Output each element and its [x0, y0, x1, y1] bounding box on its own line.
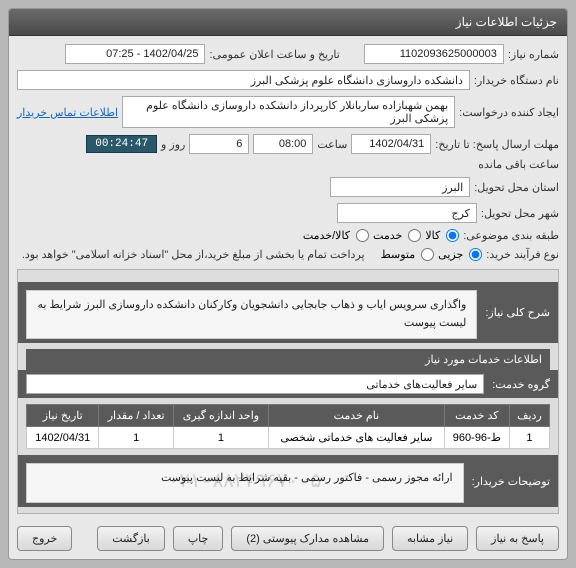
- services-header: اطلاعات خدمات مورد نیاز: [26, 349, 550, 370]
- row-deadline: مهلت ارسال پاسخ: تا تاریخ: 1402/04/31 سا…: [17, 134, 559, 171]
- panel-body: شماره نیاز: 1102093625000003 تاریخ و ساع…: [9, 36, 567, 559]
- radio-both[interactable]: کالا/خدمت: [303, 229, 369, 242]
- row-city: شهر محل تحویل: کرج: [17, 203, 559, 223]
- cell-name-text: سایر فعالیت های خدماتی شخصی: [280, 432, 432, 444]
- radio-khadamat[interactable]: خدمت: [373, 229, 421, 242]
- table-header-row: ردیف کد خدمت نام خدمت واحد اندازه گیری ت…: [27, 405, 550, 427]
- desc-text: واگذاری سرویس ایاب و ذهاب جابجایی دانشجو…: [26, 290, 477, 339]
- row-category: طبقه بندی موضوعی: کالا خدمت کالا/خدمت: [17, 229, 559, 242]
- radio-kala-input[interactable]: [446, 229, 459, 242]
- panel-title: جزئیات اطلاعات نیاز: [9, 9, 567, 36]
- deadline-time: 08:00: [253, 134, 313, 154]
- col-date: تاریخ نیاز: [27, 405, 99, 427]
- col-code: کد خدمت: [444, 405, 509, 427]
- deadline-date: 1402/04/31: [351, 134, 431, 154]
- city-label: شهر محل تحویل:: [481, 207, 559, 220]
- buyer-value: دانشکده داروسازی دانشگاه علوم پزشکی البر…: [17, 70, 470, 90]
- cell-qty: 1: [99, 427, 173, 449]
- group-value: سایر فعالیت‌های خدماتی: [26, 374, 484, 394]
- respond-button[interactable]: پاسخ به نیاز: [476, 526, 559, 551]
- buyer-notes-box: ارائه مجوز رسمی - فاکتور رسمی - بقیه شرا…: [26, 463, 464, 503]
- buyer-notes-label: توضیحات خریدار:: [472, 475, 550, 488]
- cell-unit: 1: [173, 427, 268, 449]
- need-no-label: شماره نیاز:: [508, 48, 559, 61]
- row-buyer: نام دستگاه خریدار: دانشکده داروسازی دانش…: [17, 70, 559, 90]
- cell-code: ط-96-960: [444, 427, 509, 449]
- buyer-notes-block: توضیحات خریدار: ارائه مجوز رسمی - فاکتور…: [26, 455, 550, 507]
- buyer-label: نام دستگاه خریدار:: [474, 74, 559, 87]
- cell-idx: 1: [509, 427, 549, 449]
- col-qty: تعداد / مقدار: [99, 405, 173, 427]
- back-button[interactable]: بازگشت: [97, 526, 165, 551]
- radio-mid[interactable]: متوسط: [381, 248, 435, 261]
- buyer-notes-text: ارائه مجوز رسمی - فاکتور رسمی - بقیه شرا…: [161, 472, 453, 484]
- radio-both-input[interactable]: [356, 229, 369, 242]
- similar-button[interactable]: نیاز مشابه: [392, 526, 468, 551]
- announce-label: تاریخ و ساعت اعلان عمومی:: [209, 48, 339, 61]
- col-name: نام خدمت: [268, 405, 444, 427]
- col-row: ردیف: [509, 405, 549, 427]
- section-description: شرح کلی نیاز: واگذاری سرویس ایاب و ذهاب …: [17, 269, 559, 514]
- row-province: استان محل تحویل: البرز: [17, 177, 559, 197]
- desc-label: شرح کلی نیاز:: [485, 306, 550, 319]
- attachments-button[interactable]: مشاهده مدارک پیوستی (2): [231, 526, 384, 551]
- row-requester: ایجاد کننده درخواست: بهمن شهبازاده ساربا…: [17, 96, 559, 128]
- province-value: البرز: [330, 177, 470, 197]
- city-value: کرج: [337, 203, 477, 223]
- province-label: استان محل تحویل:: [474, 181, 559, 194]
- category-label: طبقه بندی موضوعی:: [463, 229, 559, 242]
- contact-link[interactable]: اطلاعات تماس خریدار: [17, 106, 118, 119]
- radio-mid-label: متوسط: [381, 248, 416, 261]
- print-button[interactable]: چاپ: [173, 526, 224, 551]
- need-no-value: 1102093625000003: [364, 44, 504, 64]
- radio-mid-input[interactable]: [421, 248, 434, 261]
- footer-buttons: پاسخ به نیاز نیاز مشابه مشاهده مدارک پیو…: [17, 526, 559, 551]
- announce-value: 1402/04/25 - 07:25: [65, 44, 205, 64]
- radio-juzi[interactable]: جزیی: [438, 248, 482, 261]
- row-process: نوع فرآیند خرید: جزیی متوسط پرداخت تمام …: [17, 248, 559, 261]
- group-row: گروه خدمت: سایر فعالیت‌های خدماتی: [18, 370, 558, 398]
- process-note: پرداخت تمام یا بخشی از مبلغ خرید،از محل …: [22, 248, 365, 261]
- group-label: گروه خدمت:: [492, 378, 550, 391]
- col-unit: واحد اندازه گیری: [173, 405, 268, 427]
- time-label-1: ساعت: [317, 138, 347, 151]
- details-panel: جزئیات اطلاعات نیاز شماره نیاز: 11020936…: [8, 8, 568, 560]
- radio-both-label: کالا/خدمت: [303, 229, 350, 242]
- remaining-label: ساعت باقی مانده: [478, 158, 559, 171]
- cell-date: 1402/04/31: [27, 427, 99, 449]
- row-need-announce: شماره نیاز: 1102093625000003 تاریخ و ساع…: [17, 44, 559, 64]
- days-label: روز و: [161, 138, 185, 151]
- cell-name: سایر فعالیت های خدماتی شخصی: [268, 427, 444, 449]
- exit-button[interactable]: خروج: [17, 526, 72, 551]
- table-row: 1 ط-96-960 سایر فعالیت های خدماتی شخصی 1…: [27, 427, 550, 449]
- radio-khadamat-label: خدمت: [373, 229, 402, 242]
- radio-kala[interactable]: کالا: [425, 229, 459, 242]
- radio-juzi-label: جزیی: [438, 248, 463, 261]
- buyer-notes-row: توضیحات خریدار: ارائه مجوز رسمی - فاکتور…: [18, 455, 558, 507]
- radio-kala-label: کالا: [425, 229, 440, 242]
- desc-header-row: شرح کلی نیاز: واگذاری سرویس ایاب و ذهاب …: [18, 282, 558, 343]
- deadline-label: مهلت ارسال پاسخ: تا تاریخ:: [435, 138, 559, 151]
- radio-khadamat-input[interactable]: [408, 229, 421, 242]
- days-value: 6: [189, 134, 249, 154]
- services-table: ردیف کد خدمت نام خدمت واحد اندازه گیری ت…: [26, 404, 550, 449]
- requester-value: بهمن شهبازاده ساربانلار کارپرداز دانشکده…: [122, 96, 455, 128]
- process-label: نوع فرآیند خرید:: [486, 248, 559, 261]
- radio-juzi-input[interactable]: [469, 248, 482, 261]
- countdown-timer: 00:24:47: [86, 135, 157, 153]
- requester-label: ایجاد کننده درخواست:: [459, 106, 559, 119]
